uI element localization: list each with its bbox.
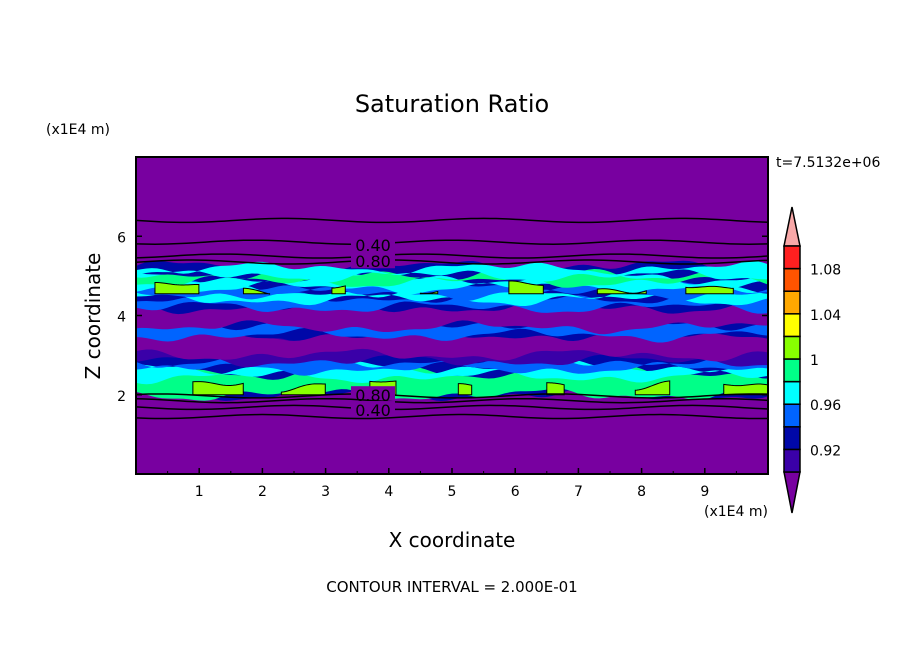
colorbar-under-triangle bbox=[783, 471, 801, 514]
contour-patch bbox=[723, 383, 768, 396]
colorbar-swatch bbox=[783, 245, 801, 270]
contour-patch bbox=[546, 382, 565, 396]
contour-label-bg bbox=[351, 252, 395, 269]
contour-band bbox=[136, 300, 768, 335]
contour-line bbox=[136, 413, 768, 420]
contour-label-bg bbox=[351, 401, 395, 418]
x-tick-label: 2 bbox=[258, 484, 267, 500]
chart-title: Saturation Ratio bbox=[355, 90, 549, 118]
x-tick-label: 1 bbox=[195, 484, 204, 500]
colorbar-swatch bbox=[783, 267, 801, 292]
colorbar-swatch bbox=[783, 403, 801, 428]
colorbar-label: 1.04 bbox=[810, 308, 841, 324]
contour-interval-label: CONTOUR INTERVAL = 2.000E-01 bbox=[326, 578, 577, 596]
x-axis-label: X coordinate bbox=[389, 528, 516, 552]
y-axis-label: Z coordinate bbox=[81, 253, 105, 380]
x-tick-label: 4 bbox=[384, 484, 393, 500]
contour-line bbox=[136, 253, 768, 259]
x-tick-label: 3 bbox=[321, 484, 330, 500]
contour-line bbox=[136, 393, 768, 399]
contour-label-bg bbox=[351, 386, 395, 403]
colorbar-label: 0.96 bbox=[810, 398, 841, 414]
x-tick-label: 8 bbox=[637, 484, 646, 500]
colorbar-label: 1.08 bbox=[810, 263, 841, 279]
colorbar-swatch bbox=[783, 448, 801, 473]
contour-patch bbox=[596, 288, 647, 295]
colorbar-swatch bbox=[783, 313, 801, 338]
contour-label: 0.40 bbox=[355, 236, 391, 255]
contour-line bbox=[136, 239, 768, 245]
x-tick-label: 9 bbox=[700, 484, 709, 500]
y-tick-label: 4 bbox=[117, 310, 126, 326]
contour-patch bbox=[634, 380, 671, 396]
colorbar-swatch bbox=[783, 380, 801, 405]
axis-ticks: 1 2 3 4 5 6 7 8 9 2 4 6 bbox=[117, 230, 768, 500]
x-tick-label: 7 bbox=[574, 484, 583, 500]
contour-band bbox=[136, 260, 768, 283]
colorbar-swatch bbox=[783, 426, 801, 451]
colorbar-swatch bbox=[783, 290, 801, 315]
colorbar-over-triangle bbox=[783, 206, 801, 247]
colorbar-swatch bbox=[783, 358, 801, 383]
contour-label: 0.40 bbox=[355, 401, 391, 420]
colorbar-label: 0.92 bbox=[810, 443, 841, 459]
y-unit-label: (x1E4 m) bbox=[46, 122, 110, 138]
contour-line bbox=[136, 217, 768, 224]
contour-patch bbox=[331, 285, 346, 295]
contour-line bbox=[136, 397, 768, 404]
colorbar-label: 1 bbox=[810, 353, 819, 369]
plot-area: 0.400.800.800.40 bbox=[136, 157, 768, 474]
colorbar-swatch bbox=[783, 335, 801, 360]
contour-line bbox=[136, 404, 768, 411]
x-tick-label: 6 bbox=[511, 484, 520, 500]
contour-label: 0.80 bbox=[355, 252, 391, 271]
contour-patch bbox=[242, 287, 271, 295]
contour-patch bbox=[419, 290, 439, 295]
contour-line bbox=[136, 259, 768, 265]
x-unit-label: (x1E4 m) bbox=[704, 504, 768, 520]
contour-patch bbox=[457, 383, 473, 396]
contour-patch bbox=[154, 282, 200, 295]
contour-label-bg bbox=[351, 235, 395, 252]
contour-patch bbox=[685, 285, 734, 295]
y-tick-label: 2 bbox=[117, 389, 126, 405]
time-label: t=7.5132e+06 bbox=[776, 155, 880, 171]
y-tick-label: 6 bbox=[117, 230, 126, 246]
contour-patch bbox=[192, 381, 244, 396]
colorbar: 1.08 1.04 1 0.96 0.92 bbox=[783, 206, 841, 514]
x-tick-label: 5 bbox=[448, 484, 457, 500]
contour-patch bbox=[508, 280, 544, 295]
contour-band bbox=[136, 328, 768, 362]
